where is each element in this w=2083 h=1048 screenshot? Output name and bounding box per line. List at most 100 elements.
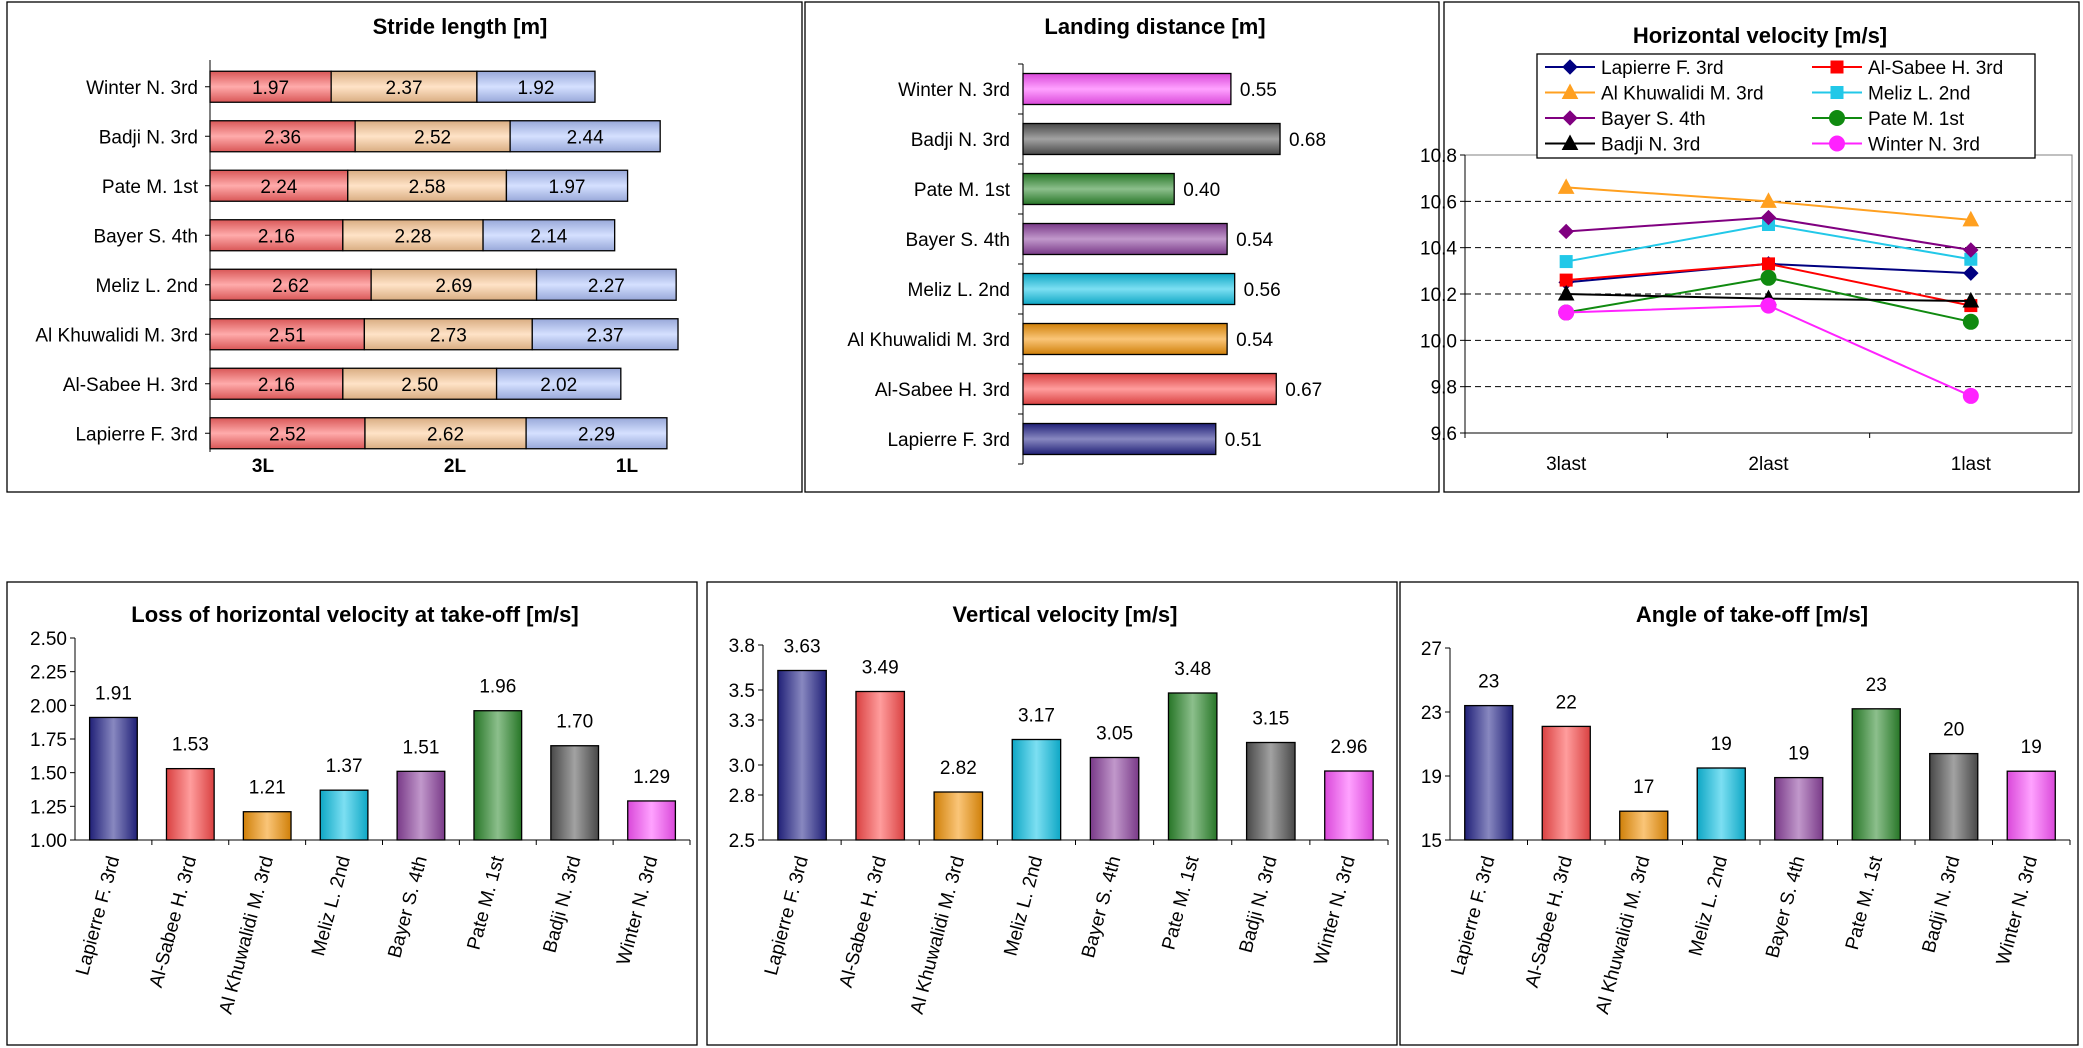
data-label: 23	[1478, 672, 1499, 693]
chart-title: Stride length [m]	[373, 14, 548, 39]
bar-pate-m-1st	[1022, 172, 1175, 206]
data-label: 23	[1866, 675, 1887, 696]
y-tick-label: 3.0	[729, 756, 755, 777]
bar-1l-al-sabee-h-3rd	[495, 367, 622, 400]
data-label: 2.44	[567, 127, 604, 148]
tick-label-al-khuwalidi-m-3rd: Al Khuwalidi M. 3rd	[847, 330, 1010, 351]
data-label: 0.56	[1244, 280, 1281, 301]
data-label: 2.58	[409, 177, 446, 198]
bar-1l-bayer-s-4th	[482, 219, 616, 252]
chart-title: Angle of take-off [m/s]	[1636, 602, 1868, 627]
bar-pate-m-1st	[473, 710, 523, 841]
tick-label-pate-m-1st: Pate M. 1st	[102, 177, 199, 198]
y-tick-label: 3.3	[729, 711, 755, 732]
data-label: 2.96	[1330, 737, 1367, 758]
data-label: 1.53	[172, 735, 209, 756]
bar-3l-al-khuwalidi-m-3rd	[209, 318, 366, 351]
y-tick-label: 10.4	[1420, 239, 1457, 260]
data-label: 2.52	[269, 424, 306, 445]
legend-label-badji-n-3rd: Badji N. 3rd	[1601, 135, 1700, 156]
tick-label-badji-n-3rd: Badji N. 3rd	[911, 130, 1010, 151]
legend-label-meliz-l-2nd: Meliz L. 2nd	[1868, 84, 1970, 105]
data-label: 2.29	[578, 424, 615, 445]
bar-badji-n-3rd	[550, 745, 600, 841]
y-tick-label: 3.5	[729, 681, 755, 702]
bar-al-sabee-h-3rd	[855, 690, 906, 841]
y-tick-label: 2.8	[729, 786, 755, 807]
data-label: 3.05	[1096, 724, 1133, 745]
bar-bayer-s-4th	[1022, 222, 1228, 256]
legend-label-winter-n-3rd: Winter N. 3rd	[1868, 135, 1980, 156]
data-label: 0.40	[1183, 180, 1220, 201]
segment-label-1l: 1L	[616, 456, 639, 477]
legend-marker-meliz-l-2nd	[1830, 86, 1844, 99]
tick-label-winter-n-3rd: Winter N. 3rd	[898, 80, 1010, 101]
bar-badji-n-3rd	[1929, 752, 1979, 841]
data-label: 2.14	[530, 226, 567, 247]
y-tick-label: 1.50	[30, 764, 67, 785]
segment-label-2l: 2L	[444, 456, 467, 477]
bar-lapierre-f-3rd	[1022, 422, 1217, 456]
y-tick-label: 2.50	[30, 629, 67, 650]
bar-1l-pate-m-1st	[505, 169, 629, 202]
bar-meliz-l-2nd	[1011, 738, 1062, 841]
tick-label-meliz-l-2nd: Meliz L. 2nd	[908, 280, 1010, 301]
bar-winter-n-3rd	[1324, 770, 1374, 841]
bar-al-sabee-h-3rd	[165, 767, 215, 841]
y-tick-label: 1.00	[30, 831, 67, 852]
point-badji-n-3rd-0	[1557, 284, 1575, 301]
bar-2l-al-khuwalidi-m-3rd	[363, 318, 533, 351]
y-tick-label: 3.8	[729, 636, 755, 657]
bar-lapierre-f-3rd	[88, 716, 138, 841]
data-label: 0.54	[1236, 330, 1273, 351]
data-label: 19	[1711, 734, 1732, 755]
tick-label-al-khuwalidi-m-3rd: Al Khuwalidi M. 3rd	[35, 325, 198, 346]
data-label: 2.50	[401, 375, 438, 396]
legend-marker-al-khuwalidi-m-3rd	[1561, 83, 1579, 99]
data-label: 0.68	[1289, 130, 1326, 151]
data-label: 1.29	[633, 767, 670, 788]
legend-label-lapierre-f-3rd: Lapierre F. 3rd	[1601, 58, 1724, 79]
data-label: 1.97	[549, 177, 586, 198]
legend-label-al-khuwalidi-m-3rd: Al Khuwalidi M. 3rd	[1601, 84, 1764, 105]
point-pate-m-1st-1	[1760, 269, 1777, 286]
bar-winter-n-3rd	[2006, 770, 2056, 841]
bar-1l-badji-n-3rd	[509, 120, 661, 153]
bar-lapierre-f-3rd	[777, 669, 827, 841]
bar-winter-n-3rd	[1022, 72, 1232, 106]
point-winter-n-3rd-0	[1558, 304, 1575, 321]
y-tick-label: 2.5	[729, 831, 755, 852]
point-bayer-s-4th-2	[1963, 242, 1979, 258]
tick-label-lapierre-f-3rd: Lapierre F. 3rd	[887, 430, 1010, 451]
data-label: 0.54	[1236, 230, 1273, 251]
legend: Lapierre F. 3rd Al-Sabee H. 3rd Al Khuwali…	[1536, 53, 2036, 159]
data-label: 2.27	[588, 276, 625, 297]
chart-title: Landing distance [m]	[1044, 14, 1265, 39]
bar-al-khuwalidi-m-3rd	[1619, 810, 1669, 841]
data-label: 2.16	[258, 226, 295, 247]
x-tick-label-1last: 1last	[1951, 454, 1992, 475]
tick-label-bayer-s-4th: Bayer S. 4th	[905, 230, 1010, 251]
data-label: 2.28	[394, 226, 431, 247]
point-meliz-l-2nd-0	[1559, 255, 1573, 269]
bar-3l-pate-m-1st	[209, 169, 349, 202]
y-tick-label: 9.6	[1431, 424, 1457, 445]
chart-title: Vertical velocity [m/s]	[953, 602, 1178, 627]
data-label: 3.63	[784, 637, 821, 658]
bar-al-khuwalidi-m-3rd	[1022, 322, 1228, 356]
data-label: 1.96	[479, 677, 516, 698]
data-label: 1.91	[95, 683, 132, 704]
bar-2l-bayer-s-4th	[342, 219, 484, 252]
data-label: 0.51	[1225, 430, 1262, 451]
data-label: 0.55	[1240, 80, 1277, 101]
bar-winter-n-3rd	[627, 800, 677, 841]
legend-marker-badji-n-3rd	[1561, 134, 1579, 150]
bar-bayer-s-4th	[1089, 756, 1140, 841]
y-tick-label: 23	[1421, 703, 1442, 724]
data-label: 2.16	[258, 375, 295, 396]
data-label: 1.70	[556, 712, 593, 733]
chart-title: Loss of horizontal velocity at take-off …	[131, 602, 578, 627]
y-tick-label: 1.75	[30, 730, 67, 751]
tick-label-bayer-s-4th: Bayer S. 4th	[93, 226, 198, 247]
data-label: 17	[1633, 777, 1654, 798]
